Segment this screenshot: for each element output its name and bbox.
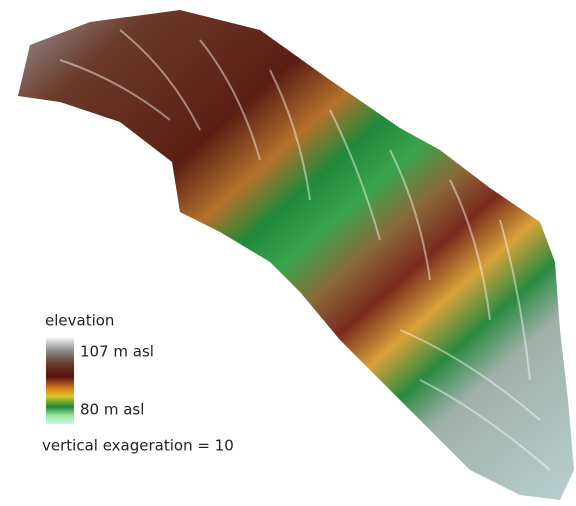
terrain — [18, 10, 574, 500]
legend-min-label: 80 m asl — [80, 401, 144, 419]
legend-max-label: 107 m asl — [80, 343, 154, 361]
terrain-surface — [18, 10, 574, 500]
exaggeration-note: vertical exageration = 10 — [42, 437, 234, 455]
legend-title: elevation — [45, 312, 114, 330]
map-view: elevation 107 m asl 80 m asl vertical ex… — [0, 0, 576, 506]
legend-colorbar — [46, 338, 74, 424]
legend: elevation 107 m asl 80 m asl vertical ex… — [42, 312, 234, 455]
